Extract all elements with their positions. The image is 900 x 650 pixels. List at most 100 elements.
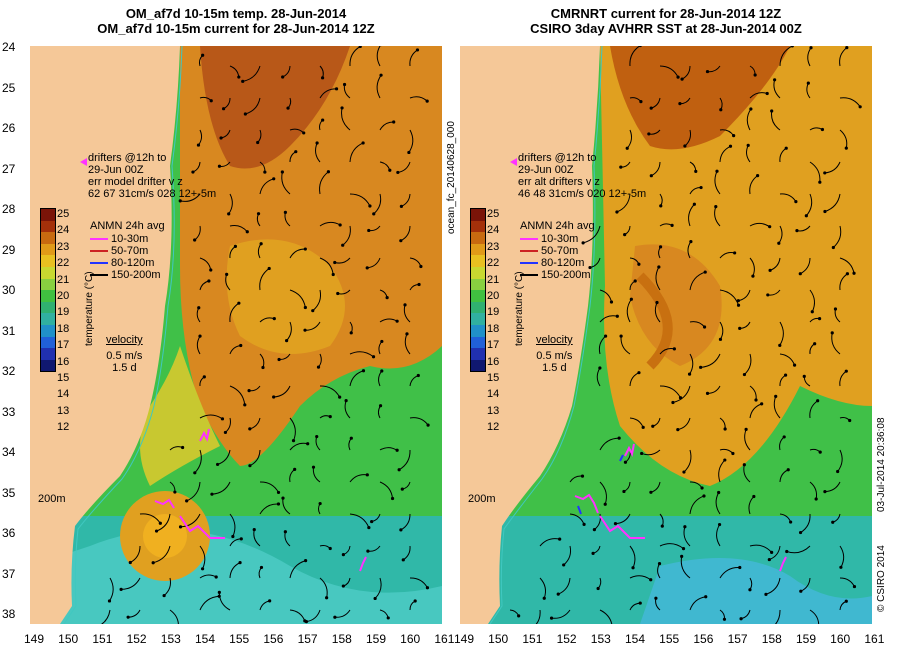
arrow-head bbox=[315, 141, 319, 145]
arrow-head bbox=[845, 272, 850, 276]
y-tick-label: 24 bbox=[2, 40, 16, 54]
arrow-head bbox=[395, 448, 399, 452]
arrow-icon bbox=[90, 238, 108, 241]
right-title-line1: CMRNRT current for 28-Jun-2014 12Z bbox=[550, 6, 782, 21]
colorbar-swatch bbox=[41, 209, 55, 221]
velocity-arrow bbox=[839, 257, 855, 274]
colorbar-swatch bbox=[41, 232, 55, 244]
velocity-arrow bbox=[778, 225, 783, 244]
arrow-head bbox=[582, 522, 586, 527]
arrow-head bbox=[380, 369, 384, 373]
arrow-head bbox=[415, 48, 420, 52]
timestamp-label: 03-Jul-2014 20:36:08 bbox=[876, 417, 887, 512]
velocity-arrow bbox=[281, 171, 291, 195]
velocity-arrow bbox=[409, 417, 429, 426]
x-tick-label: 150 bbox=[488, 632, 509, 646]
colorbar-swatch bbox=[471, 243, 485, 256]
arrow-head bbox=[399, 204, 404, 208]
velocity-arrow bbox=[374, 577, 382, 599]
x-tick-label: 161 bbox=[864, 632, 885, 646]
arrow-head bbox=[281, 75, 285, 79]
velocity-arrow bbox=[800, 513, 811, 533]
arrow-head bbox=[293, 467, 297, 471]
velocity-arrow bbox=[680, 556, 691, 579]
velocity-arrow bbox=[839, 545, 845, 568]
velocity-arrow bbox=[409, 49, 418, 67]
velocity-arrow bbox=[259, 268, 270, 291]
velocity-arrow bbox=[349, 46, 361, 67]
arrow-head bbox=[623, 233, 627, 237]
arrow-head bbox=[154, 529, 159, 533]
velocity-arrow bbox=[748, 496, 755, 515]
y-tick-label: 30 bbox=[2, 283, 16, 297]
arrow-head bbox=[836, 469, 840, 474]
arrow-head bbox=[225, 272, 229, 276]
arrow-head bbox=[744, 427, 748, 431]
arrow-head bbox=[617, 436, 621, 440]
arrow-head bbox=[647, 132, 651, 136]
colorbar-tick: 16 bbox=[57, 355, 70, 368]
colorbar-swatch bbox=[471, 301, 485, 314]
velocity-arrow bbox=[629, 545, 636, 568]
right-colorbar bbox=[470, 208, 486, 373]
arrow-head bbox=[831, 520, 835, 524]
arrow-head bbox=[637, 262, 641, 266]
arrow-head bbox=[580, 474, 585, 478]
arrow-head bbox=[320, 76, 325, 80]
anmn-depth-label: 80-120m bbox=[541, 257, 585, 269]
arrow-head bbox=[660, 524, 664, 528]
colorbar-tick: 21 bbox=[487, 273, 500, 286]
arrow-head bbox=[303, 247, 307, 251]
colorbar-swatch bbox=[41, 220, 55, 233]
arrow-head bbox=[736, 299, 740, 303]
arrow-head bbox=[753, 73, 757, 77]
x-tick-label: 156 bbox=[693, 632, 714, 646]
velocity-arrow bbox=[672, 385, 691, 403]
arrow-head bbox=[316, 365, 321, 369]
velocity-arrow bbox=[315, 142, 321, 163]
arrow-head bbox=[380, 339, 384, 344]
arrow-head bbox=[699, 365, 703, 369]
velocity-arrow bbox=[229, 224, 248, 233]
land-australia bbox=[30, 46, 180, 624]
arrow-head bbox=[368, 204, 372, 208]
arrow-head bbox=[683, 525, 687, 529]
arrow-head bbox=[336, 291, 340, 296]
arrow-head bbox=[603, 502, 607, 506]
velocity-arrow bbox=[765, 577, 781, 595]
colorbar-swatch bbox=[471, 324, 485, 337]
velocity-arrow bbox=[558, 577, 571, 595]
velocity-arrow bbox=[809, 609, 820, 624]
velocity-arrow bbox=[773, 79, 781, 99]
colorbar-tick: 19 bbox=[487, 306, 500, 319]
velocity-arrow bbox=[837, 449, 843, 472]
arrow-head bbox=[191, 170, 195, 174]
velocity-arrow bbox=[626, 129, 633, 149]
anmn-legend-entry: 80-120m bbox=[520, 257, 584, 269]
velocity-arrow bbox=[282, 498, 291, 515]
velocity-arrow bbox=[689, 271, 706, 291]
arrow-head bbox=[318, 501, 322, 506]
velocity-arrow bbox=[809, 400, 818, 419]
velocity-arrow bbox=[319, 221, 341, 227]
arrow-head bbox=[178, 525, 183, 529]
velocity-arrow bbox=[400, 225, 411, 242]
arrow-head bbox=[704, 595, 708, 599]
right-side-label: ocean_fc_20140628_000 bbox=[446, 121, 457, 234]
colorbar-swatch bbox=[471, 336, 485, 349]
arrow-head bbox=[215, 462, 220, 467]
x-tick-label: 160 bbox=[400, 632, 421, 646]
colorbar-tick: 22 bbox=[487, 257, 500, 270]
arrow-head bbox=[259, 242, 263, 246]
drifter-line-3: err model drifter v z bbox=[88, 176, 183, 188]
arrow-head bbox=[245, 230, 249, 234]
velocity-arrow bbox=[824, 481, 841, 493]
y-tick-label: 27 bbox=[2, 161, 16, 176]
velocity-arrow bbox=[779, 321, 784, 346]
arrow-head bbox=[247, 389, 251, 393]
velocity-arrow bbox=[199, 414, 223, 420]
arrow-head bbox=[809, 46, 813, 50]
velocity-arrow bbox=[379, 318, 398, 323]
x-tick-label: 157 bbox=[297, 632, 318, 646]
x-tick-label: 158 bbox=[331, 632, 352, 646]
